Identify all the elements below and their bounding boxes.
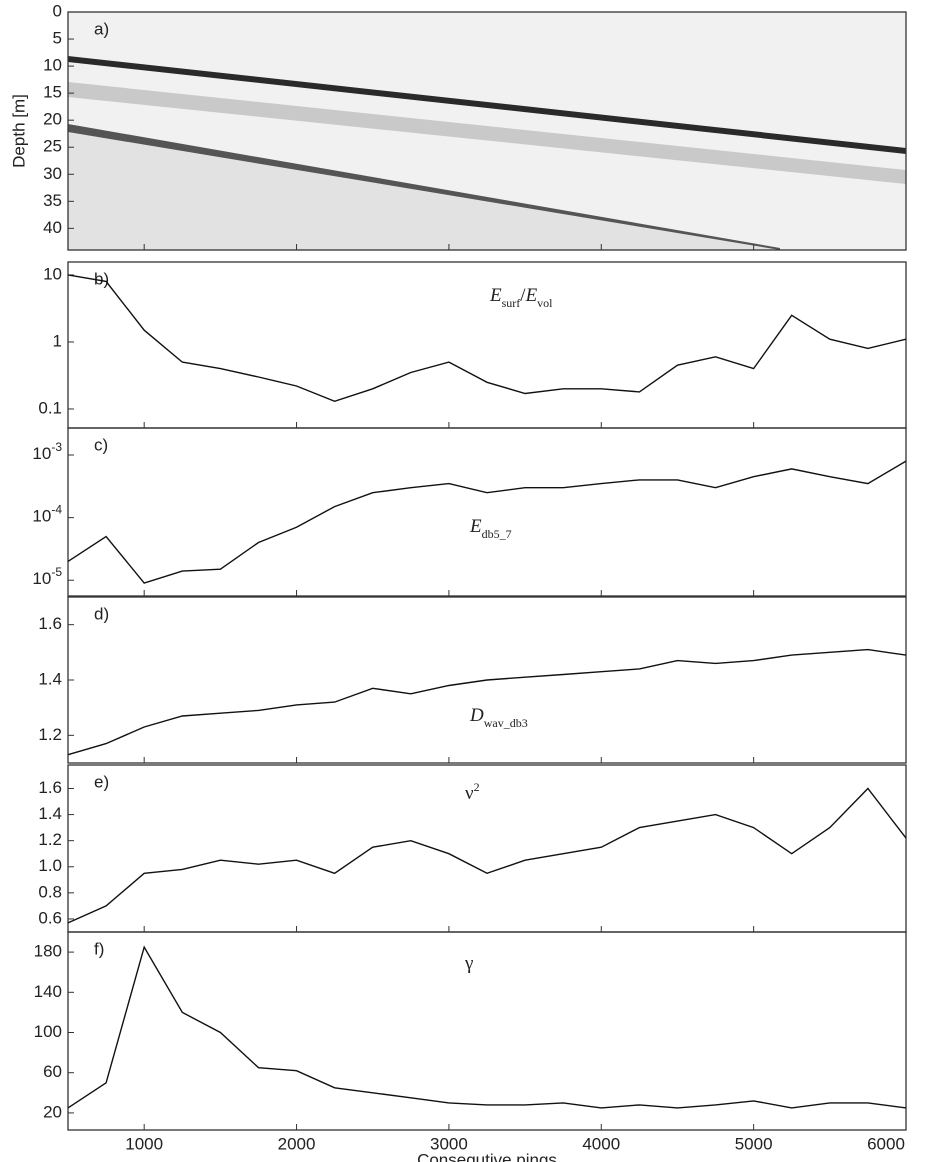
annotation: Edb5_7 [469, 516, 512, 540]
panel-frame [67, 427, 907, 597]
x-tick-label: 4000 [582, 1134, 620, 1153]
y-tick-label: 25 [43, 137, 62, 156]
y-tick-label: 60 [43, 1062, 62, 1081]
y-tick-label: 1.2 [38, 725, 62, 744]
y-tick-label-exponent: -4 [51, 503, 62, 517]
annotation: Esurf/Evol [489, 285, 553, 309]
annotation-part: wav_db3 [484, 716, 528, 730]
x-tick-label: 3000 [430, 1134, 468, 1153]
y-tick-label: 40 [43, 218, 62, 237]
y-tick-label: 10-4 [32, 503, 62, 526]
y-tick-label: 0.8 [38, 882, 62, 901]
y-tick-label: 1.0 [38, 856, 62, 875]
x-tick-label: 5000 [735, 1134, 773, 1153]
y-tick-label: 35 [43, 191, 62, 210]
annotation-part: E [525, 285, 538, 306]
y-tick-label: 15 [43, 83, 62, 102]
y-tick-label: 0.1 [38, 398, 62, 417]
annotation-part: D [469, 705, 484, 726]
data-line [67, 274, 907, 403]
y-tick-label: 1 [53, 331, 62, 350]
y-tick-label: 1.4 [38, 669, 62, 688]
data-line [67, 787, 907, 924]
x-axis-title: Consequtive pings [417, 1150, 557, 1162]
annotation-part: surf [502, 296, 521, 310]
y-tick-label: 20 [43, 110, 62, 129]
data-line [67, 945, 907, 1109]
data-line [67, 648, 907, 756]
annotation-part: E [469, 516, 482, 537]
panel-label: a) [94, 19, 109, 38]
y-tick-label: 5 [53, 29, 62, 48]
panel: 0 5 10 15 20 25 30 35 40 Depth [m] a) [9, 1, 907, 251]
x-tick-label: 1000 [125, 1134, 163, 1153]
y-tick-label: 10 [43, 56, 62, 75]
panel-frame [67, 931, 907, 1131]
panel: 1.2 1.4 1.6 d) Dwav_db3 [38, 596, 907, 764]
panel-label: e) [94, 772, 109, 791]
y-tick-label: 140 [34, 982, 62, 1001]
y-tick-label-base: 1.0 [38, 856, 62, 875]
annotation-part: 2 [474, 780, 480, 794]
y-tick-label-base: 10 [32, 507, 51, 526]
y-tick-label-exponent: -5 [51, 565, 62, 579]
y-tick-label: 100 [34, 1022, 62, 1041]
panel: 20 60 100 140 180 1000 2000 3000 4000 5000 6000 Con… [34, 931, 907, 1162]
y-tick-label: 20 [43, 1102, 62, 1121]
panel-label: f) [94, 939, 104, 958]
x-tick-label: 2000 [278, 1134, 316, 1153]
y-tick-label: 10 [43, 264, 62, 283]
annotation: ν2 [465, 780, 480, 805]
annotation-part: vol [537, 296, 553, 310]
annotation-part: db5_7 [482, 527, 512, 541]
y-tick-label: 10-3 [32, 440, 62, 463]
panel-frame [67, 11, 907, 251]
panel-frame [67, 764, 907, 933]
y-tick-label-base: 10 [32, 444, 51, 463]
y-tick-label: 0 [53, 1, 62, 20]
y-tick-label: 30 [43, 164, 62, 183]
seabed-echo [68, 56, 906, 154]
panel-label: c) [94, 435, 108, 454]
y-tick-label: 10-5 [32, 565, 62, 588]
data-line [67, 460, 907, 584]
panel-frame [67, 261, 907, 429]
annotation-part: γ [464, 953, 473, 974]
y-tick-label: 1.4 [38, 804, 62, 823]
annotation-part: E [489, 285, 502, 306]
second-echo [68, 124, 780, 250]
x-tick-label: 6000 [867, 1134, 905, 1153]
panel-label: b) [94, 269, 109, 288]
annotation-part: / [520, 285, 526, 306]
y-tick-label-base: 10 [32, 570, 51, 589]
echo-scatter-band [68, 82, 906, 184]
y-tick-label: 1.2 [38, 830, 62, 849]
y-tick-label: 1.6 [38, 614, 62, 633]
annotation-part: ν [465, 783, 474, 804]
y-tick-label-exponent: -3 [51, 440, 62, 454]
y-axis-title: Depth [m] [9, 94, 28, 168]
annotation: γ [464, 953, 473, 974]
panel: 10-510-410-3 c)Edb5_7 [32, 427, 907, 597]
y-tick-label: 0.6 [38, 908, 62, 927]
y-tick-label: 180 [34, 942, 62, 961]
annotation: Dwav_db3 [469, 705, 528, 729]
y-tick-label: 1.6 [38, 778, 62, 797]
panel: 0.6 0.8 1.0 1.2 1.4 1.6 e) ν2 [38, 764, 907, 933]
panel-label: d) [94, 604, 109, 623]
